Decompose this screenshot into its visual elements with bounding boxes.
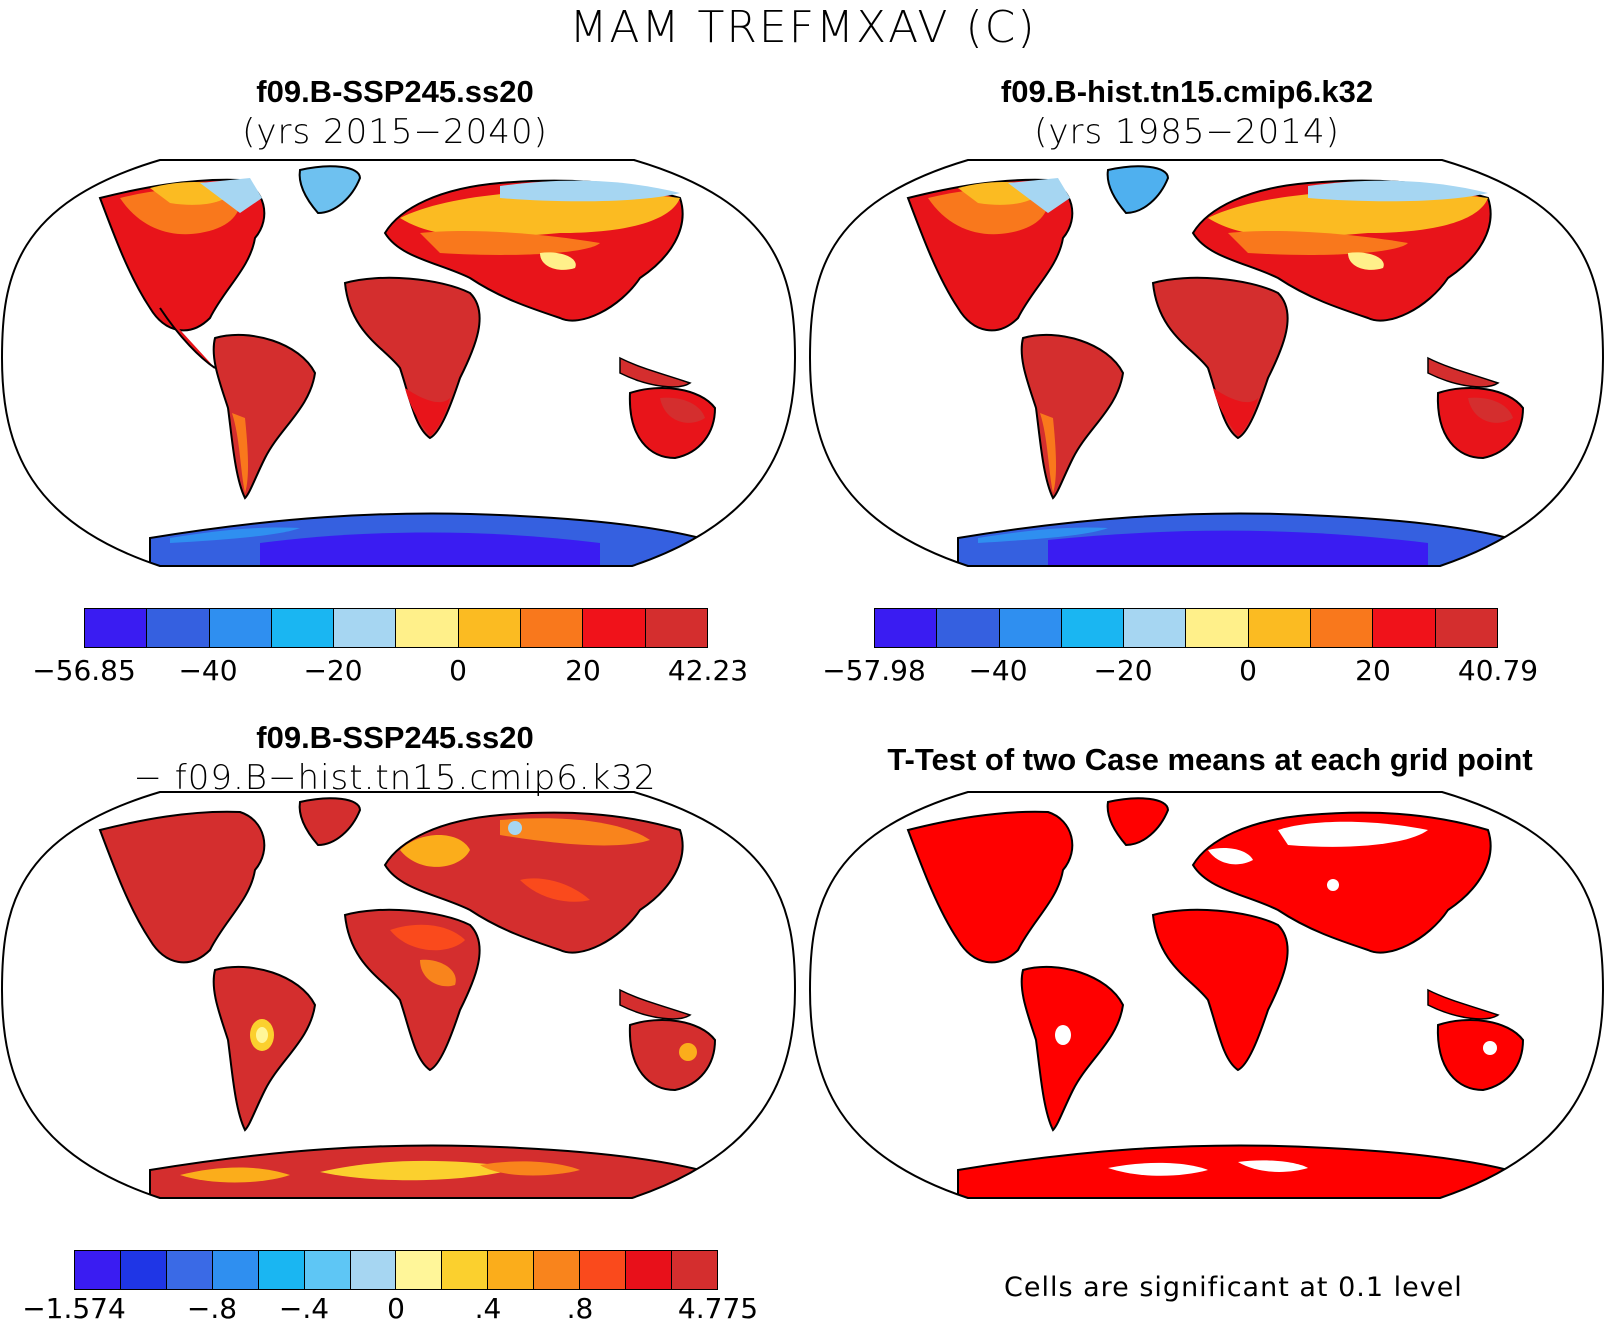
colorbar-swatch	[120, 1251, 167, 1289]
significance-note: Cells are significant at 0.1 level	[1004, 1272, 1463, 1303]
colorbar-label: 40.79	[1457, 654, 1539, 687]
top-right-title: f09.B-hist.tn15.cmip6.k32 (yrs 1985−2014…	[792, 72, 1582, 152]
colorbar-swatch	[147, 609, 210, 647]
bottom-left-title: f09.B-SSP245.ss20 − f09.B−hist.tn15.cmip…	[0, 718, 790, 798]
colorbar-label: −56.85	[32, 654, 136, 687]
colorbar-top-left	[84, 608, 708, 648]
colorbar-swatch	[1124, 609, 1187, 647]
colorbar-label: 0	[1239, 654, 1257, 687]
colorbar-swatch	[209, 609, 272, 647]
colorbar-label: −.8	[186, 1292, 238, 1325]
colorbar-label: 4.775	[677, 1292, 759, 1325]
colorbar-swatch	[166, 1251, 213, 1289]
colorbar-swatch	[488, 1251, 535, 1289]
colorbar-label: −57.98	[822, 654, 926, 687]
colorbar-top-right	[874, 608, 1498, 648]
colorbar-swatch	[1186, 609, 1249, 647]
colorbar-label: −40	[968, 654, 1028, 687]
colorbar-swatch	[350, 1251, 397, 1289]
colorbar-label: .4	[474, 1292, 502, 1325]
colorbar-swatch	[396, 1251, 443, 1289]
colorbar-swatch	[334, 609, 397, 647]
colorbar-swatch	[271, 609, 335, 647]
top-right-title-years: (yrs 1985−2014)	[1034, 112, 1340, 152]
bottom-left-title-case: f09.B-SSP245.ss20	[256, 720, 534, 755]
top-left-title-years: (yrs 2015−2040)	[242, 112, 548, 152]
top-left-title-case: f09.B-SSP245.ss20	[256, 74, 534, 109]
colorbar-swatch	[583, 609, 646, 647]
colorbar-swatch	[580, 1251, 627, 1289]
colorbar-swatch	[1435, 609, 1497, 647]
map-top-right	[808, 159, 1604, 567]
colorbar-swatch	[1373, 609, 1436, 647]
bottom-right-title: T-Test of two Case means at each grid po…	[887, 742, 1533, 777]
colorbar-swatch	[999, 609, 1062, 647]
colorbar-swatch	[534, 1251, 581, 1289]
top-left-title: f09.B-SSP245.ss20 (yrs 2015−2040)	[0, 72, 790, 152]
top-right-title-case: f09.B-hist.tn15.cmip6.k32	[1000, 74, 1374, 109]
colorbar-swatch	[1311, 609, 1374, 647]
colorbar-swatch	[1248, 609, 1312, 647]
colorbar-swatch	[1061, 609, 1125, 647]
colorbar-label: −1.574	[22, 1292, 126, 1325]
map-bottom-left	[0, 791, 796, 1199]
colorbar-swatch	[304, 1251, 351, 1289]
colorbar-swatch	[937, 609, 1000, 647]
colorbar-swatch	[442, 1251, 489, 1289]
map-bottom-right	[808, 791, 1604, 1199]
colorbar-label: −20	[303, 654, 363, 687]
colorbar-label: 42.23	[667, 654, 749, 687]
colorbar-swatch	[458, 609, 522, 647]
colorbar-label: 20	[1355, 654, 1391, 687]
colorbar-bottom-left	[74, 1250, 718, 1290]
colorbar-swatch	[626, 1251, 672, 1289]
colorbar-swatch	[645, 609, 707, 647]
colorbar-label: 20	[565, 654, 601, 687]
colorbar-swatch	[875, 609, 938, 647]
colorbar-swatch	[396, 609, 459, 647]
colorbar-swatch	[212, 1251, 259, 1289]
colorbar-label: 0	[387, 1292, 405, 1325]
colorbar-swatch	[258, 1251, 305, 1289]
colorbar-label: 0	[449, 654, 467, 687]
colorbar-swatch	[75, 1251, 121, 1289]
colorbar-label: −40	[178, 654, 238, 687]
map-top-left	[0, 159, 796, 567]
colorbar-swatch	[521, 609, 584, 647]
colorbar-label: −20	[1093, 654, 1153, 687]
colorbar-label: −.4	[278, 1292, 330, 1325]
colorbar-swatch	[671, 1251, 717, 1289]
figure-title: MAM TREFMXAV (C)	[569, 2, 1037, 53]
colorbar-swatch	[85, 609, 148, 647]
colorbar-label: .8	[566, 1292, 594, 1325]
